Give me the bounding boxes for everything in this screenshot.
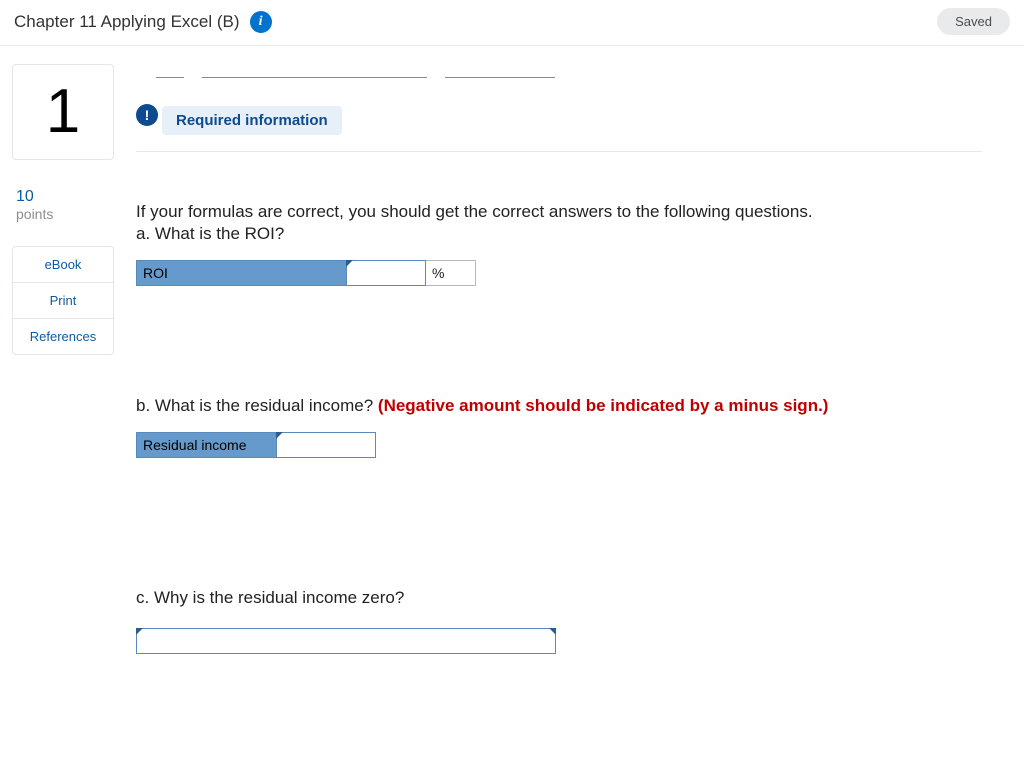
header-left: Chapter 11 Applying Excel (B) i [14,11,272,33]
instruction-text: If your formulas are correct, you should… [136,200,982,224]
residual-input-cell[interactable] [276,432,376,458]
blank-line [202,66,427,78]
sidebar-actions: eBook Print References [12,246,114,355]
input-marker-icon [276,432,283,439]
blank-line [445,66,555,78]
residual-label-cell: Residual income [136,432,276,458]
divider [136,151,982,152]
ebook-button[interactable]: eBook [13,247,113,283]
question-c-block: c. Why is the residual income zero? [136,588,982,654]
question-b-text: b. What is the residual income? (Negativ… [136,396,982,416]
question-c-text: c. Why is the residual income zero? [136,588,982,608]
residual-answer-row: Residual income [136,432,982,458]
residual-input[interactable] [277,433,375,457]
input-marker-icon [346,260,353,267]
reason-input[interactable] [137,629,555,653]
chapter-title: Chapter 11 Applying Excel (B) [14,12,240,32]
required-info-row: ! Required information [136,106,982,135]
exclamation-icon: ! [136,104,158,126]
reason-input-cell[interactable] [136,628,556,654]
roi-label-cell: ROI [136,260,346,286]
question-number-box: 1 [12,64,114,160]
required-information-chip[interactable]: Required information [162,106,342,135]
reason-input-row [136,628,982,654]
saved-badge: Saved [937,8,1010,35]
input-marker-icon [549,628,556,635]
question-a-text: a. What is the ROI? [136,224,982,244]
roi-answer-row: ROI % [136,260,982,286]
question-sidebar: 1 10 points eBook Print References [12,64,114,654]
print-button[interactable]: Print [13,283,113,319]
blank-line [156,66,184,78]
points-block: 10 points [16,188,114,222]
question-b-prefix: b. What is the residual income? [136,396,378,415]
assignment-header: Chapter 11 Applying Excel (B) i Saved [0,0,1024,46]
info-icon[interactable]: i [250,11,272,33]
question-b-warning: (Negative amount should be indicated by … [378,396,829,415]
references-button[interactable]: References [13,319,113,354]
points-label: points [16,206,114,222]
points-value: 10 [16,188,114,206]
roi-input-cell[interactable] [346,260,426,286]
input-marker-icon [136,628,143,635]
main-area: 1 10 points eBook Print References ! Req… [0,46,1024,654]
question-number: 1 [46,81,80,143]
question-content: ! Required information If your formulas … [136,64,1012,654]
roi-input[interactable] [347,261,425,285]
question-b-block: b. What is the residual income? (Negativ… [136,396,982,458]
blank-underlines [156,66,982,78]
roi-suffix-cell: % [426,260,476,286]
